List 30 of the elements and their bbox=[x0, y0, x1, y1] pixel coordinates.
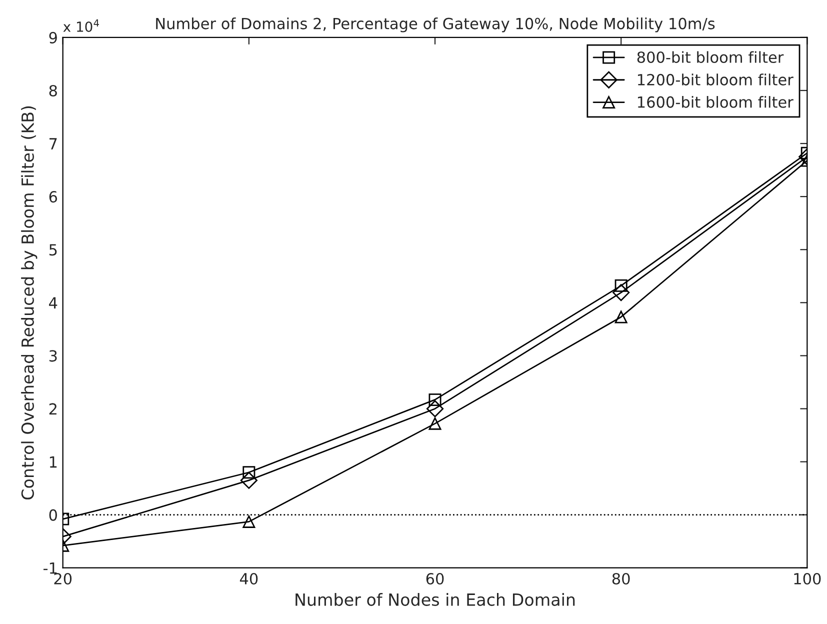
point bbox=[614, 310, 628, 324]
point bbox=[428, 393, 442, 406]
y-tick-label: 0 bbox=[49, 509, 57, 521]
x-tick-label: 60 bbox=[426, 572, 444, 585]
y-tick-label: 3 bbox=[49, 350, 57, 362]
text: x 10$^{4}$ bbox=[63, 19, 99, 32]
point bbox=[428, 417, 442, 430]
chart-title: Number of Domains 2, Percentage of Gateway 10%, Node Mobility 10m/s bbox=[156, 18, 715, 32]
y-tick-label: 8 bbox=[49, 84, 57, 96]
point bbox=[614, 279, 628, 292]
legend-label: 1600-bit bloom filter bbox=[638, 96, 794, 108]
y-tick-label: 1 bbox=[50, 456, 57, 468]
x-axis-title: Number of Nodes in Each Domain bbox=[296, 593, 575, 606]
x-tick-label: 40 bbox=[240, 572, 258, 585]
legend-label: 800-bit bloom filter bbox=[637, 51, 784, 64]
x-tick-label: 100 bbox=[794, 572, 821, 585]
y-tick-label: 9 bbox=[49, 32, 57, 44]
point bbox=[242, 466, 256, 479]
y-tick-label: -1 bbox=[44, 562, 57, 574]
y-tick-label: 5 bbox=[49, 244, 57, 256]
point bbox=[242, 515, 256, 528]
y-axis-title: Control Overhead Reduced by Bloom Filter (KB) bbox=[21, 106, 38, 500]
y-tick-label: 2 bbox=[49, 403, 56, 415]
point bbox=[426, 400, 444, 418]
y-tick-label: 6 bbox=[49, 191, 58, 203]
x-tick-label: 80 bbox=[612, 572, 630, 585]
legend-label: 1200-bit bloom filter bbox=[638, 74, 794, 86]
x-tick-label: 20 bbox=[54, 572, 72, 585]
y-tick-label: 4 bbox=[49, 297, 58, 308]
y-tick-label: 7 bbox=[50, 138, 57, 150]
